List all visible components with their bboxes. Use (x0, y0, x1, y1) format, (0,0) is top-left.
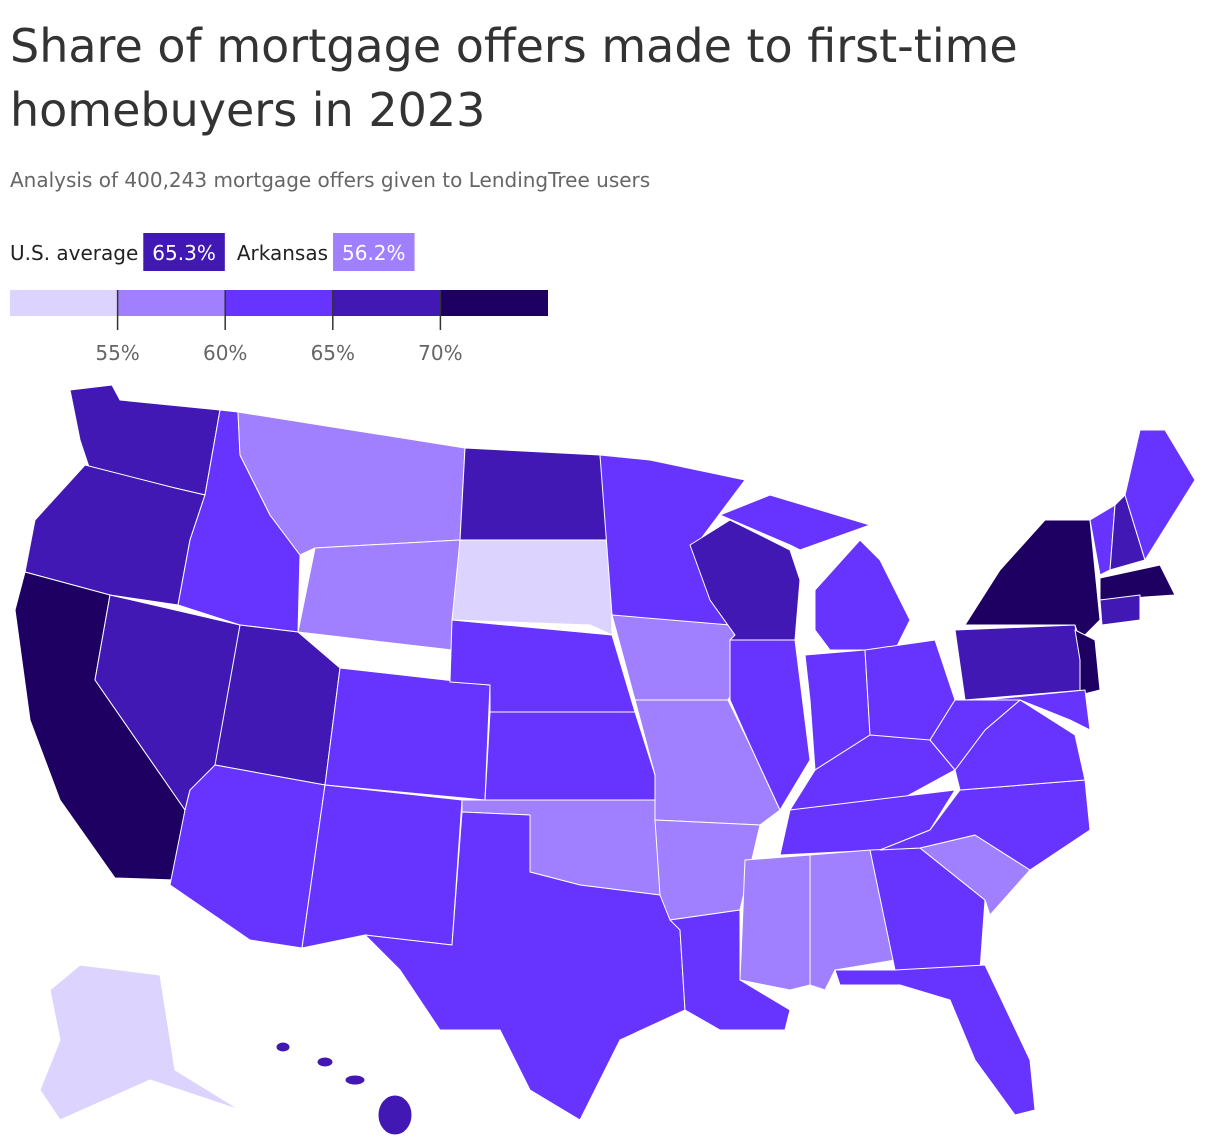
state (634, 699, 781, 826)
state (451, 539, 613, 636)
legend-tick-label: 65% (311, 341, 355, 365)
state (344, 1074, 366, 1086)
state (1074, 629, 1101, 696)
legend-tick-label: 60% (203, 341, 247, 365)
legend-swatch (225, 290, 333, 316)
subtitle: Analysis of 400,243 mortgage offers give… (10, 168, 651, 192)
legend-tick-label: 70% (418, 341, 462, 365)
highlight-label: U.S. average (10, 241, 138, 265)
highlight-label: Arkansas (237, 241, 328, 265)
state (984, 689, 1091, 731)
state (814, 539, 911, 651)
state (834, 964, 1036, 1116)
state (611, 614, 749, 701)
state (39, 964, 241, 1121)
highlight-box (333, 233, 415, 271)
state (169, 764, 326, 949)
title: Share of mortgage offers made to first-t… (10, 19, 1018, 137)
state (484, 711, 656, 801)
state (964, 519, 1101, 641)
state (1099, 564, 1176, 601)
state (297, 539, 461, 651)
legend-swatch (117, 290, 226, 316)
legend-tick-label: 55% (95, 341, 139, 365)
state (1124, 429, 1196, 561)
state (459, 447, 611, 541)
state (324, 667, 491, 801)
state (377, 1094, 413, 1136)
map (14, 384, 1196, 1136)
state (364, 811, 686, 1121)
state (669, 909, 791, 1031)
state (954, 624, 1086, 701)
state (739, 854, 811, 991)
state (301, 784, 463, 949)
state (929, 699, 1021, 771)
legend-swatch (440, 290, 548, 316)
highlight-value: 65.3% (152, 241, 216, 265)
state (275, 1041, 291, 1053)
highlight-value: 56.2% (342, 241, 406, 265)
state (1099, 594, 1141, 626)
legend-swatch (10, 290, 118, 316)
state (316, 1056, 334, 1068)
state (729, 639, 811, 811)
legend-swatch (332, 290, 441, 316)
state (719, 494, 871, 551)
highlight-box (143, 233, 225, 271)
